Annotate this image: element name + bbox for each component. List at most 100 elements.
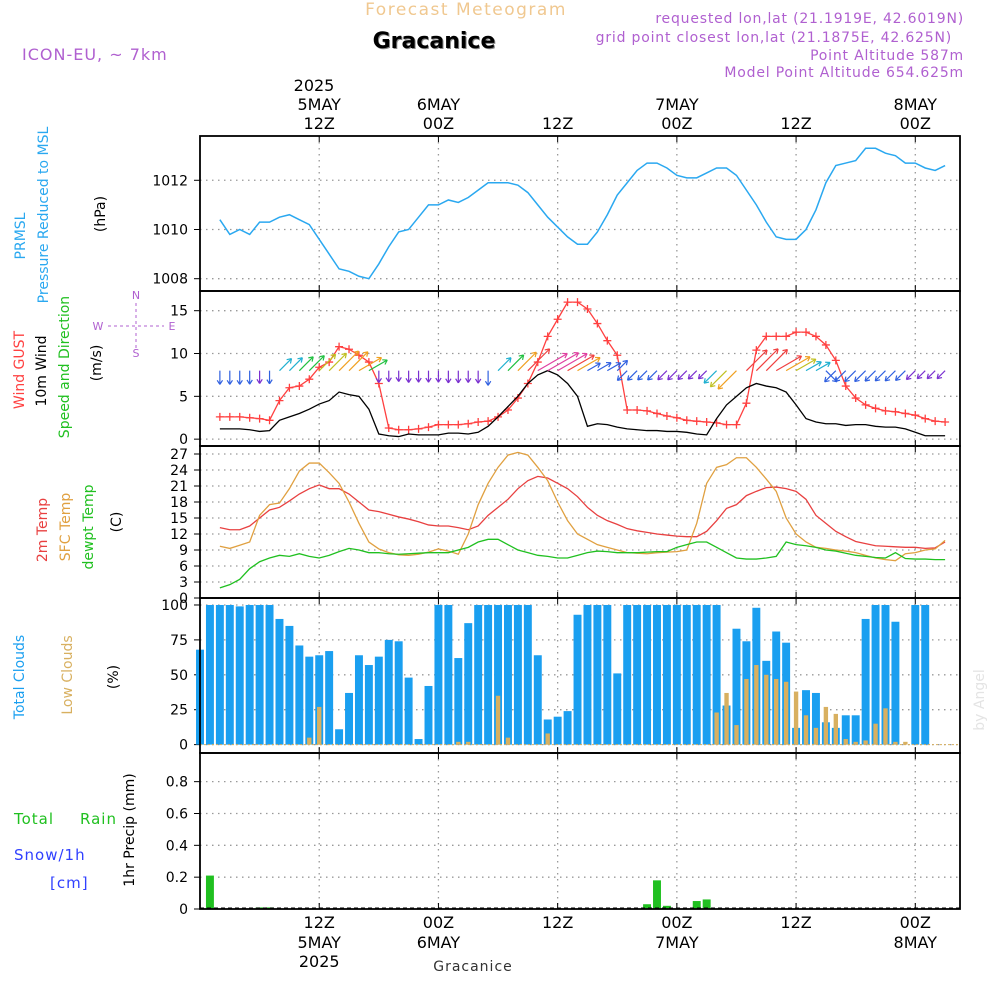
total-cloud-bar (504, 604, 512, 745)
wind-arrowhead (622, 359, 629, 366)
wind-arrowhead (474, 378, 482, 384)
gust-marker (285, 383, 294, 392)
low-cloud-bar (505, 737, 511, 745)
low-cloud-bar (754, 665, 759, 745)
wind-arrowhead (805, 356, 811, 362)
point-altitude: Point Altitude 587m (810, 48, 964, 64)
top-hour-label: 12Z (780, 114, 811, 133)
total-cloud-bar (215, 604, 224, 745)
wind-arrowhead (216, 379, 224, 385)
gust-marker (345, 345, 354, 354)
wind-arrowhead (717, 384, 724, 390)
wind-arrow (607, 362, 621, 372)
wind-arrowhead (844, 376, 850, 383)
gust-marker (563, 298, 572, 307)
wind-arrow (916, 370, 926, 380)
y-tick-label: 0.6 (166, 806, 188, 822)
total-cloud-bar (494, 604, 503, 745)
y-tick-label: 24 (170, 463, 188, 479)
wind-arrowhead (415, 377, 422, 383)
gust-marker (851, 394, 860, 403)
gust-marker (325, 358, 334, 367)
wind-arrowhead (505, 357, 512, 363)
wind-arrow (709, 370, 727, 388)
wind-label-2: 10m Wind (34, 335, 50, 406)
total-cloud-bar (345, 692, 353, 745)
wind-arrowhead (703, 378, 710, 384)
wind-arrowhead (796, 355, 803, 361)
top-hour-label: 12Z (304, 114, 335, 133)
y-tick-label: 0 (179, 432, 188, 448)
wind-arrow (557, 353, 588, 372)
y-tick-label: 25 (170, 703, 188, 719)
wind-arrowhead (816, 360, 822, 367)
wind-line (219, 369, 946, 438)
location-title: Gracanice (373, 29, 496, 54)
wind-arrowhead (573, 352, 580, 358)
top-date-label: 7MAY (655, 95, 699, 114)
wind-arrow (547, 352, 579, 372)
gust-marker (464, 419, 473, 428)
wind-arrow (677, 370, 688, 380)
low-cloud-bar (793, 691, 799, 745)
total-cloud-bar (643, 604, 652, 745)
wind-arrow (298, 356, 314, 372)
gust-marker (573, 298, 582, 307)
gust-marker (603, 336, 612, 345)
gridpoint-coords: grid point closest lon,lat (21.1875E, 42… (596, 30, 952, 46)
wind-arrowhead (916, 373, 923, 380)
wind-arrow (667, 370, 678, 381)
top-year: 2025 (294, 76, 335, 95)
wind-arrowhead (518, 354, 525, 360)
wind-arrowhead (297, 357, 303, 363)
total-cloud-bar (464, 623, 473, 745)
panel-frame (199, 290, 961, 447)
low-cloud-bar (466, 741, 471, 745)
gust-marker (821, 340, 830, 349)
gust-marker (444, 420, 453, 429)
wind-arrowhead (626, 375, 633, 381)
y-tick-label: 50 (170, 668, 188, 684)
total-cloud-bar (424, 685, 433, 745)
gust-marker (593, 319, 602, 328)
total-cloud-bar (364, 665, 373, 745)
total-cloud-bar (354, 655, 363, 745)
wind-arrowhead (810, 358, 817, 364)
gust-marker (404, 425, 413, 434)
y-tick-label: 0 (179, 591, 188, 607)
gust-marker (275, 396, 284, 405)
gust-marker (901, 409, 910, 418)
bottom-date-label: 8MAY (894, 933, 938, 952)
gust-marker (722, 420, 731, 429)
total-cloud-bar (543, 719, 552, 745)
wind-arrow (517, 351, 537, 372)
y-tick-label: 3 (179, 575, 188, 591)
gust-marker (742, 399, 751, 408)
gust-marker (941, 418, 950, 427)
total-cloud-bar (662, 604, 671, 745)
wind-arrowhead (894, 375, 901, 382)
total-cloud-bar (275, 618, 284, 745)
wind-arrow (537, 353, 568, 372)
gust-marker (235, 412, 244, 421)
wind-arrow (864, 370, 876, 382)
y-tick-label: 0.8 (166, 775, 188, 791)
wind-arrowhead (308, 356, 314, 362)
pressure-label-1: PRMSL (13, 212, 29, 259)
total-cloud-bar (444, 604, 453, 745)
gust-marker (911, 411, 920, 420)
wind-arrowhead (589, 354, 595, 360)
low-cloud-bar (873, 723, 878, 745)
low-cloud-bar (863, 740, 868, 745)
low-cloud-bar (764, 674, 769, 745)
rain-bar (692, 901, 701, 909)
gust-marker (811, 332, 820, 341)
gust-marker (652, 409, 661, 418)
bottom-hour-label: 12Z (304, 913, 335, 932)
wind-arrowhead (465, 378, 472, 383)
wind-arrow (279, 358, 292, 372)
cloud-unit: (%) (106, 665, 122, 689)
gust-marker (692, 417, 701, 426)
wind-arrow (288, 357, 303, 372)
